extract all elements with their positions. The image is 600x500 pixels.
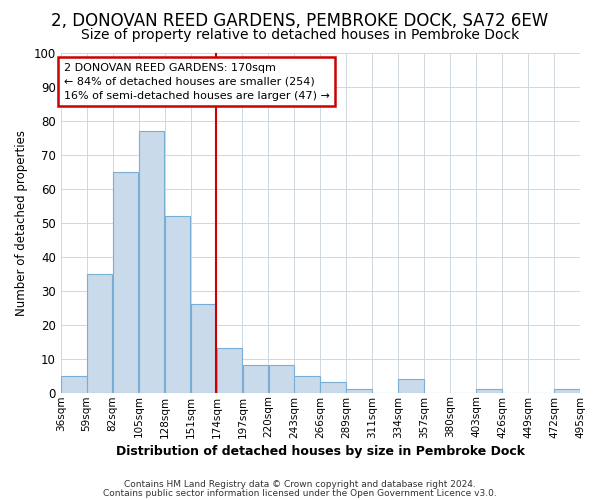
X-axis label: Distribution of detached houses by size in Pembroke Dock: Distribution of detached houses by size … [116,444,525,458]
Bar [295,376,320,392]
Bar [269,366,294,392]
Text: Size of property relative to detached houses in Pembroke Dock: Size of property relative to detached ho… [81,28,519,42]
Bar [346,390,372,392]
Y-axis label: Number of detached properties: Number of detached properties [15,130,28,316]
Bar [398,379,424,392]
Text: 2, DONOVAN REED GARDENS, PEMBROKE DOCK, SA72 6EW: 2, DONOVAN REED GARDENS, PEMBROKE DOCK, … [52,12,548,30]
Bar [217,348,242,393]
Bar [164,216,190,392]
Bar [139,130,164,392]
Bar [61,376,86,392]
Bar [242,366,268,392]
Text: 2 DONOVAN REED GARDENS: 170sqm
← 84% of detached houses are smaller (254)
16% of: 2 DONOVAN REED GARDENS: 170sqm ← 84% of … [64,62,330,100]
Bar [320,382,346,392]
Text: Contains HM Land Registry data © Crown copyright and database right 2024.: Contains HM Land Registry data © Crown c… [124,480,476,489]
Bar [113,172,139,392]
Bar [87,274,112,392]
Bar [191,304,217,392]
Text: Contains public sector information licensed under the Open Government Licence v3: Contains public sector information licen… [103,488,497,498]
Bar [554,390,580,392]
Bar [476,390,502,392]
